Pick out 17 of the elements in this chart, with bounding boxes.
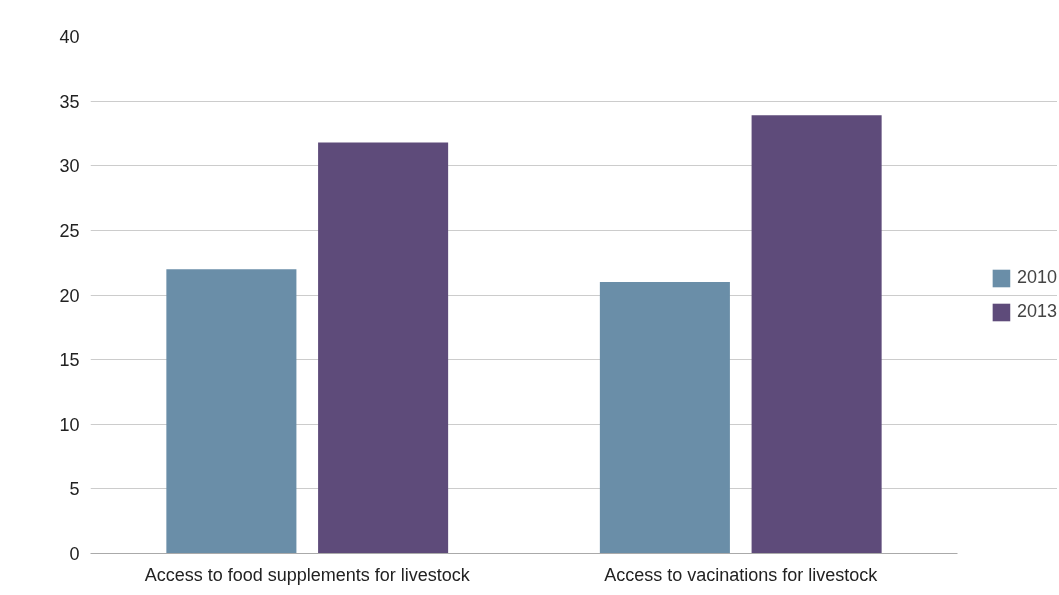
y-tick-label: 35: [59, 91, 80, 112]
legend-label: 2010: [1016, 267, 1057, 288]
y-tick-label: 40: [59, 27, 80, 47]
bar: [166, 269, 297, 554]
x-tick-label: Access to food supplements for livestock: [144, 564, 471, 585]
y-tick-label: 5: [69, 479, 80, 500]
y-tick-label: 30: [59, 156, 80, 177]
y-tick-label: 0: [69, 544, 80, 564]
legend-label: 2013: [1016, 301, 1057, 322]
bar: [318, 142, 449, 554]
x-tick-label: Access to vacinations for livestock: [604, 564, 879, 585]
y-tick-label: 25: [59, 220, 80, 241]
y-tick-label: 15: [59, 350, 80, 371]
bar: [599, 282, 730, 554]
bar: [751, 115, 882, 554]
y-tick-label: 20: [59, 285, 80, 306]
y-tick-label: 10: [59, 414, 80, 435]
